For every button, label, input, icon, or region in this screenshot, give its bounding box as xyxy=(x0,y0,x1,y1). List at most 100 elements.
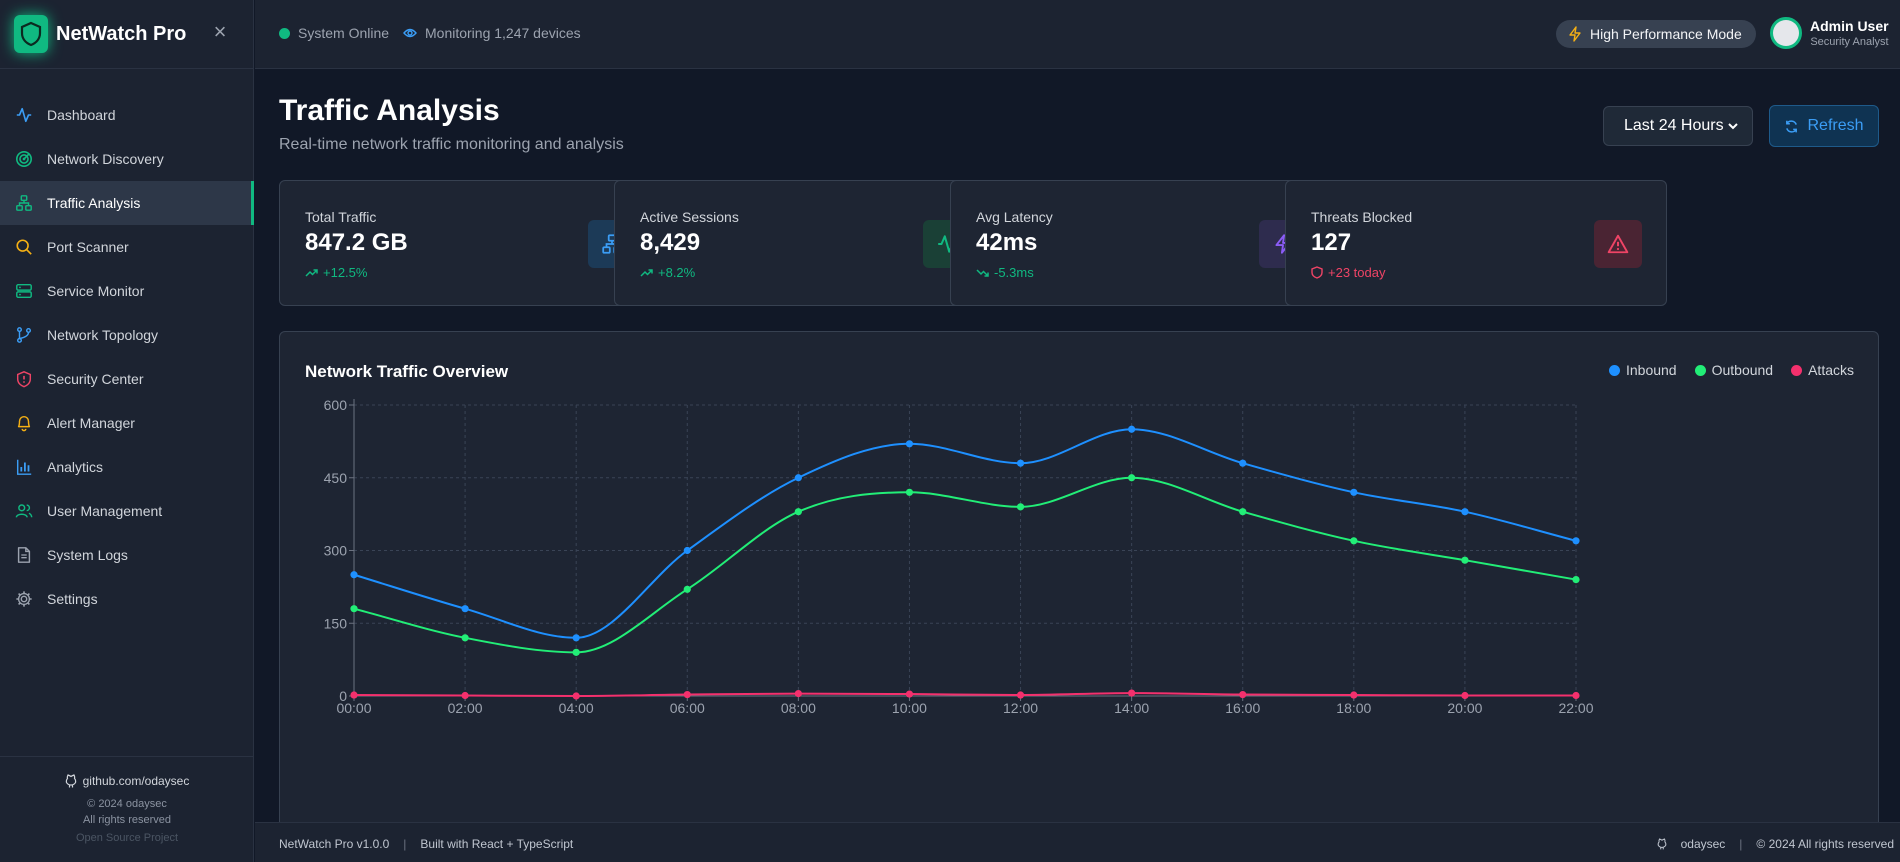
monitoring-status: Monitoring 1,247 devices xyxy=(403,25,581,41)
data-point-outbound xyxy=(461,634,469,642)
data-point-outbound xyxy=(794,508,802,516)
trending-down-icon xyxy=(976,268,989,278)
x-tick-label: 14:00 xyxy=(1114,700,1149,716)
sidebar-item-label: Service Monitor xyxy=(47,283,145,299)
footer-copyright: © 2024 All rights reserved xyxy=(1756,837,1894,851)
x-tick-label: 16:00 xyxy=(1225,700,1260,716)
series-line-outbound xyxy=(353,476,1577,654)
stat-card-total-traffic: Total Traffic 847.2 GB +12.5% xyxy=(279,180,661,306)
shield-logo-icon xyxy=(14,15,48,53)
data-point-attacks xyxy=(1461,691,1469,700)
legend-item-attacks[interactable]: Attacks xyxy=(1791,362,1854,378)
sidebar-rights: All rights reserved xyxy=(82,814,172,826)
data-point-attacks xyxy=(1350,691,1358,699)
stat-value: 127 xyxy=(1311,229,1352,256)
x-tick-label: 00:00 xyxy=(336,700,371,716)
sidebar-item-dashboard[interactable]: Dashboard xyxy=(0,93,254,137)
radar-icon xyxy=(14,149,34,169)
stat-change: +23 today xyxy=(1311,265,1385,280)
sidebar-item-service-monitor[interactable]: Service Monitor xyxy=(0,269,254,313)
time-range-value: Last 24 Hours xyxy=(1624,117,1724,134)
stat-change: -5.3ms xyxy=(976,265,1034,280)
activity-icon xyxy=(14,105,34,125)
x-tick-label: 02:00 xyxy=(448,700,483,716)
x-tick-label: 10:00 xyxy=(892,700,927,716)
data-point-outbound xyxy=(350,605,358,613)
refresh-button[interactable]: Refresh xyxy=(1769,105,1879,147)
x-tick-label: 08:00 xyxy=(781,700,816,716)
sidebar-item-label: Alert Manager xyxy=(47,415,135,431)
legend-swatch xyxy=(1791,364,1803,376)
y-tick-label: 300 xyxy=(324,543,348,559)
y-tick-label: 150 xyxy=(324,615,348,631)
file-text-icon xyxy=(14,545,34,565)
sidebar-item-label: Port Scanner xyxy=(47,239,129,255)
footer: NetWatch Pro v1.0.0 | Built with React +… xyxy=(255,822,1900,862)
data-point-inbound xyxy=(572,634,580,642)
sidebar-item-traffic-analysis[interactable]: Traffic Analysis xyxy=(0,181,254,225)
legend-item-inbound[interactable]: Inbound xyxy=(1608,362,1677,378)
stat-change-value: +12.5% xyxy=(323,265,368,280)
sidebar-item-label: Dashboard xyxy=(47,107,116,123)
monitoring-label: Monitoring 1,247 devices xyxy=(425,25,581,41)
data-point-inbound xyxy=(1350,488,1358,496)
data-point-outbound xyxy=(683,585,691,593)
legend-label: Outbound xyxy=(1711,362,1774,378)
data-point-inbound xyxy=(461,605,469,613)
server-icon xyxy=(14,281,34,301)
time-range-select[interactable]: Last 24 Hours xyxy=(1603,106,1753,146)
series-line-inbound xyxy=(353,428,1577,639)
sidebar-item-analytics[interactable]: Analytics xyxy=(0,445,254,489)
sidebar-item-network-discovery[interactable]: Network Discovery xyxy=(0,137,254,181)
system-status: System Online xyxy=(279,25,389,41)
sidebar-item-user-management[interactable]: User Management xyxy=(0,489,254,533)
data-point-attacks xyxy=(905,690,914,698)
data-point-inbound xyxy=(1016,459,1025,467)
user-role: Security Analyst xyxy=(1810,36,1889,48)
users-icon xyxy=(14,501,34,521)
sidebar-item-network-topology[interactable]: Network Topology xyxy=(0,313,254,357)
page-subtitle: Real-time network traffic monitoring and… xyxy=(279,136,624,153)
stat-value: 42ms xyxy=(976,229,1038,256)
traffic-chart-card: 0 150 300 450 600 00:00 02:00 04:00 06:00 08:00 10… xyxy=(279,331,1879,831)
stat-change-value: +23 today xyxy=(1328,265,1386,280)
user-menu[interactable]: Admin User Security Analyst xyxy=(1770,17,1889,49)
sidebar-nav: Dashboard Network Discovery Traffic Analys… xyxy=(0,93,254,621)
data-point-attacks xyxy=(461,691,469,700)
alert-triangle-icon xyxy=(1594,220,1642,268)
x-tick-label: 06:00 xyxy=(670,700,705,716)
chart-title: Network Traffic Overview xyxy=(305,362,509,381)
chevron-down-icon xyxy=(1728,123,1738,130)
sidebar-item-security-center[interactable]: Security Center xyxy=(0,357,254,401)
github-label: github.com/odaysec xyxy=(82,774,190,788)
git-branch-icon xyxy=(14,325,34,345)
sidebar-item-label: Traffic Analysis xyxy=(47,195,141,211)
footer-built: Built with React + TypeScript xyxy=(420,837,574,851)
sidebar-copyright: © 2024 odaysec xyxy=(87,798,167,810)
data-point-attacks xyxy=(350,691,358,699)
stat-label: Active Sessions xyxy=(640,209,739,225)
footer-separator: | xyxy=(403,837,407,851)
data-point-inbound xyxy=(350,571,358,579)
sidebar-item-settings[interactable]: Settings xyxy=(0,577,254,621)
sidebar-item-alert-manager[interactable]: Alert Manager xyxy=(0,401,254,445)
stat-value: 847.2 GB xyxy=(305,229,408,256)
search-icon xyxy=(14,237,34,257)
data-point-outbound xyxy=(905,488,914,496)
shield-alert-icon xyxy=(14,369,34,389)
zap-icon xyxy=(1569,26,1581,42)
sidebar-item-label: Security Center xyxy=(47,371,144,387)
sidebar-item-system-logs[interactable]: System Logs xyxy=(0,533,254,577)
main-content: Traffic Analysis Real-time network traff… xyxy=(255,70,1900,831)
sidebar-item-label: Network Discovery xyxy=(47,151,164,167)
footer-author[interactable]: odaysec xyxy=(1680,837,1726,851)
close-sidebar-icon[interactable]: × xyxy=(213,19,227,44)
legend-item-outbound[interactable]: Outbound xyxy=(1694,362,1774,378)
legend-label: Attacks xyxy=(1808,362,1854,378)
performance-mode-badge[interactable]: High Performance Mode xyxy=(1556,20,1756,48)
data-point-outbound xyxy=(1239,508,1247,516)
sidebar-item-label: User Management xyxy=(47,503,163,519)
traffic-chart: 0 150 300 450 600 00:00 02:00 04:00 06:00 08:00 10… xyxy=(324,397,1594,716)
github-link[interactable]: github.com/odaysec xyxy=(0,774,254,788)
sidebar-item-port-scanner[interactable]: Port Scanner xyxy=(0,225,254,269)
